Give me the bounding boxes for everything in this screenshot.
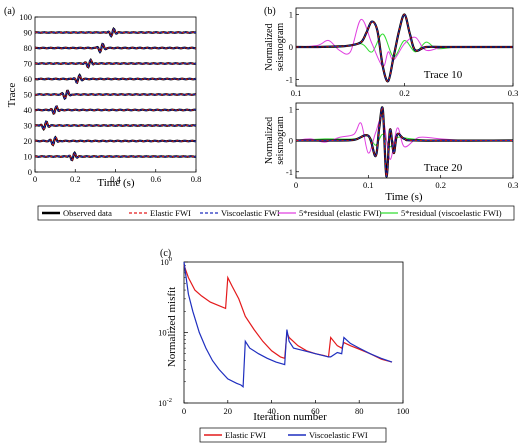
panel-a-axes: 0 0.2 0.4 0.6 0.8 0 10 20 30 40 50 60 70 80 90 100 (19, 12, 201, 184)
ylabel-line: seismogram (275, 116, 286, 165)
panel-c-xlabel: Iteration number (253, 411, 327, 423)
series-observed-data (295, 13, 513, 83)
legend-label: Elastic FWI (225, 430, 266, 440)
y-tick-exponent: -1 (167, 327, 172, 334)
y-tick-label: 80 (24, 43, 33, 53)
y-tick-label: 0 (28, 167, 32, 177)
x-tick-label: 0.3 (508, 88, 519, 98)
legend-bottom: Elastic FWI Viscoelastic FWI (199, 427, 387, 443)
ylabel-line: Normalized (264, 117, 275, 164)
y-tick-label: 0 (289, 136, 293, 146)
y-tick-label: 30 (24, 121, 33, 131)
y-tick-label: 10 (24, 152, 33, 162)
trace-elastic-60 (34, 74, 197, 84)
legend-label: Viscoelastic FWI (309, 430, 368, 440)
panel-label-c: (c) (160, 248, 171, 259)
y-tick-label: 10-2 (158, 397, 172, 408)
y-tick-label: 90 (24, 28, 33, 38)
y-tick-label: 60 (24, 74, 33, 84)
trace-viscoelastic-20 (34, 136, 197, 146)
x-tick-label: 60 (311, 406, 320, 416)
legend-label: 5*residual (elastic FWI) (299, 208, 382, 218)
series--residual-viscoelastic-fwi- (295, 33, 514, 58)
y-tick-label: 100 (19, 12, 32, 22)
y-tick-exponent: -2 (167, 397, 172, 404)
panel-b2-xlabel: Time (s) (385, 191, 423, 203)
x-tick-label: 0 (182, 406, 186, 416)
series-elastic-fwi (295, 14, 513, 82)
x-tick-label: 0.1 (291, 88, 302, 98)
ylabel-line: Normalized (264, 23, 275, 70)
trace-viscoelastic-70 (34, 59, 197, 68)
series-elastic-fwi (295, 107, 514, 177)
legend-top-box (37, 205, 515, 221)
panel-label-b: (b) (264, 6, 276, 17)
y-tick-label: 100 (160, 256, 172, 267)
misfit-viscoelastic-fwi (183, 261, 393, 389)
x-tick-label: 0 (294, 180, 298, 190)
y-tick-label: -1 (286, 167, 293, 177)
x-tick-label: 0.2 (70, 174, 81, 184)
y-tick-label: 50 (24, 90, 33, 100)
panel-b1-title: Trace 10 (424, 69, 463, 81)
legend-label: Elastic FWI (150, 208, 191, 218)
legend-label: Viscoelastic FWI (221, 208, 280, 218)
trace-viscoelastic-40 (34, 105, 197, 115)
x-tick-label: 20 (224, 406, 233, 416)
series-viscoelastic-fwi (295, 14, 513, 82)
x-tick-label: 0.8 (191, 174, 202, 184)
panel-b2-title: Trace 20 (424, 162, 463, 174)
legend-top: Observed data Elastic FWI Viscoelastic FWI… (37, 205, 515, 221)
trace-elastic-80 (34, 43, 196, 53)
series-observed-data (295, 106, 514, 178)
series--residual-elastic-fwi- (295, 18, 514, 68)
trace-viscoelastic-80 (34, 42, 196, 53)
trace-viscoelastic-60 (34, 74, 197, 84)
trace-viscoelastic-30 (34, 120, 197, 130)
y-tick-label: 0 (289, 42, 293, 52)
x-tick-label: 0.6 (150, 174, 161, 184)
y-tick-label: 10-1 (158, 327, 172, 338)
x-tick-label: 0.2 (435, 180, 446, 190)
panel-b1-ylabel: Normalizedseismogram (264, 23, 286, 72)
y-tick-label: -1 (286, 75, 293, 85)
x-tick-label: 0.1 (363, 180, 374, 190)
y-tick-label: 1 (289, 10, 293, 20)
x-tick-label: 0.4 (110, 174, 121, 184)
series-viscoelastic-fwi (295, 107, 514, 177)
misfit-elastic-fwi (183, 264, 393, 363)
y-tick-label: 40 (24, 105, 33, 115)
x-tick-label: 0.3 (508, 180, 519, 190)
trace-viscoelastic-10 (34, 152, 197, 161)
y-tick-exponent: 0 (169, 256, 172, 263)
panel-a-xlabel: Time (s) (97, 177, 135, 189)
trace-viscoelastic-90 (34, 27, 197, 37)
panel-label-a: (a) (4, 6, 15, 17)
panel-c-ylabel: Normalized misfit (166, 287, 178, 367)
trace-viscoelastic-50 (34, 89, 196, 100)
x-tick-label: 0.2 (399, 88, 410, 98)
x-tick-label: 80 (355, 406, 364, 416)
ylabel-line: seismogram (275, 23, 286, 72)
trace-elastic-70 (34, 59, 197, 69)
panel-c-frame (183, 261, 404, 404)
panel-c-axes: 0 20 40 60 80 100 10-2 10-1 100 (158, 256, 409, 416)
panel-a-ylabel: Trace (6, 83, 18, 108)
x-tick-label: 100 (397, 406, 410, 416)
x-tick-label: 40 (267, 406, 276, 416)
y-tick-label: 70 (24, 59, 33, 69)
panel-b2-ylabel: Normalizedseismogram (264, 116, 286, 165)
legend-label: Observed data (63, 208, 112, 218)
legend-label: 5*residual (viscoelastic FWI) (401, 208, 502, 218)
y-tick-label: 20 (24, 136, 33, 146)
x-tick-label: 0 (33, 174, 37, 184)
y-tick-label: 1 (289, 104, 293, 114)
